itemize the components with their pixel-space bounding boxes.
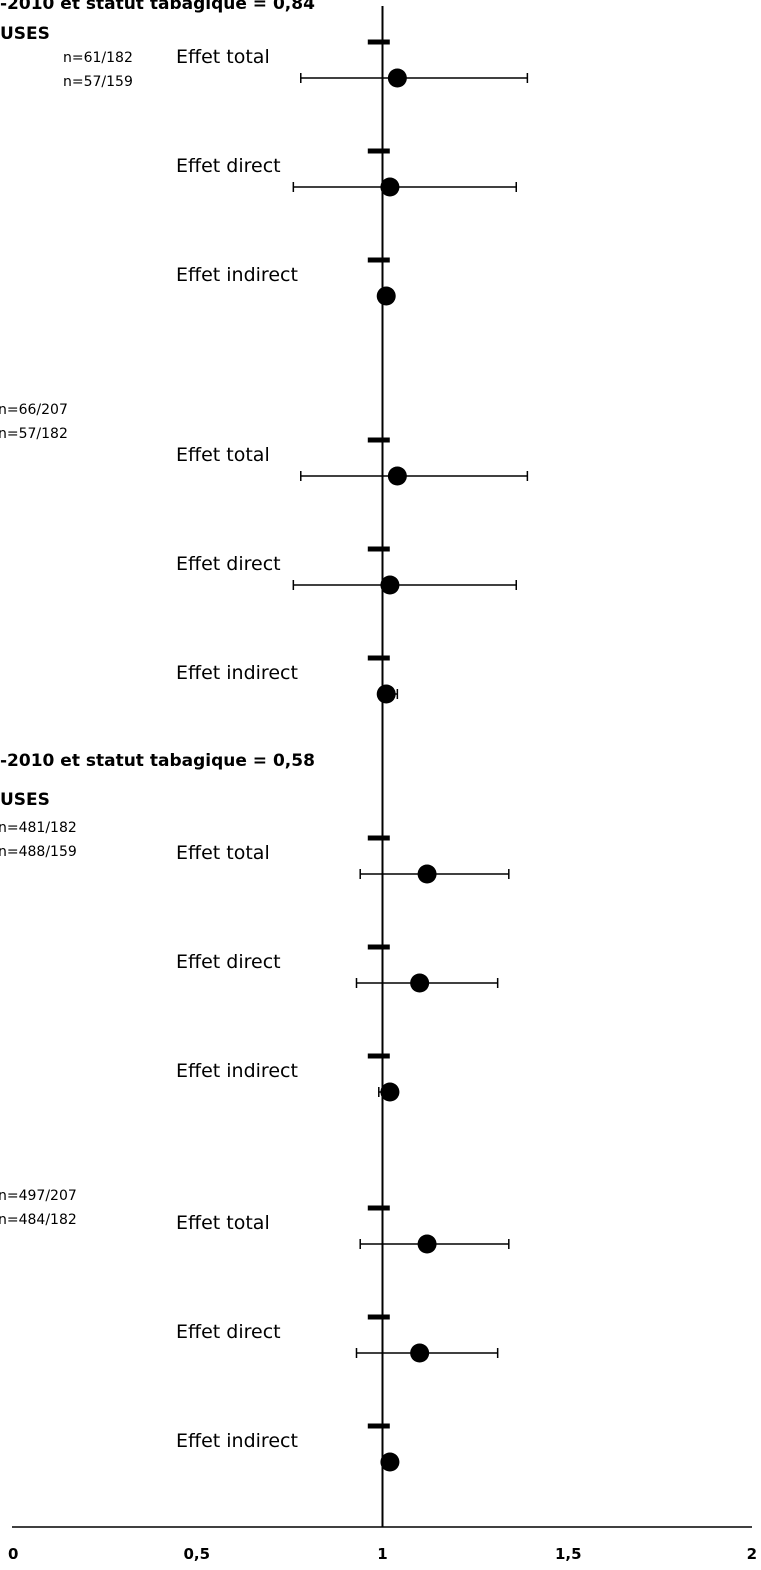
- section-header: -2010 et statut tabagique = 0,58: [0, 751, 315, 771]
- x-tick-label: 0,5: [183, 1545, 210, 1563]
- effect-label: Effet indirect: [176, 662, 298, 684]
- section-header: -2010 et statut tabagique = 0,84: [0, 0, 315, 14]
- sample-count: n=488/159: [0, 844, 77, 860]
- x-tick-label: 2: [747, 1545, 757, 1563]
- effect-label: Effet total: [176, 1212, 270, 1234]
- point-estimate: [388, 69, 407, 88]
- point-estimate: [410, 974, 429, 993]
- effect-label: Effet indirect: [176, 1430, 298, 1452]
- x-tick-label: 0: [8, 1545, 18, 1563]
- sample-count: n=61/182: [63, 50, 133, 66]
- point-estimate: [380, 1453, 399, 1472]
- point-estimate: [377, 287, 396, 306]
- effect-label: Effet total: [176, 444, 270, 466]
- sample-count: n=497/207: [0, 1188, 77, 1204]
- point-estimate: [418, 1235, 437, 1254]
- point-estimate: [380, 178, 399, 197]
- point-estimate: [380, 576, 399, 595]
- section-subheader: USES: [0, 790, 50, 810]
- point-estimate: [377, 685, 396, 704]
- point-estimate: [410, 1344, 429, 1363]
- point-estimate: [418, 865, 437, 884]
- sample-count: n=484/182: [0, 1212, 77, 1228]
- x-tick-label: 1,5: [555, 1545, 582, 1563]
- point-estimate: [380, 1083, 399, 1102]
- sample-count: n=57/182: [0, 426, 68, 442]
- sample-count: n=57/159: [63, 74, 133, 90]
- section-subheader: USES: [0, 24, 50, 44]
- effect-label: Effet total: [176, 46, 270, 68]
- effect-label: Effet direct: [176, 1321, 281, 1343]
- effect-label: Effet indirect: [176, 264, 298, 286]
- effect-label: Effet direct: [176, 951, 281, 973]
- effect-label: Effet total: [176, 842, 270, 864]
- point-estimate: [388, 467, 407, 486]
- sample-count: n=481/182: [0, 820, 77, 836]
- x-tick-label: 1: [377, 1545, 387, 1563]
- effect-label: Effet direct: [176, 553, 281, 575]
- effect-label: Effet indirect: [176, 1060, 298, 1082]
- sample-count: n=66/207: [0, 402, 68, 418]
- effect-label: Effet direct: [176, 155, 281, 177]
